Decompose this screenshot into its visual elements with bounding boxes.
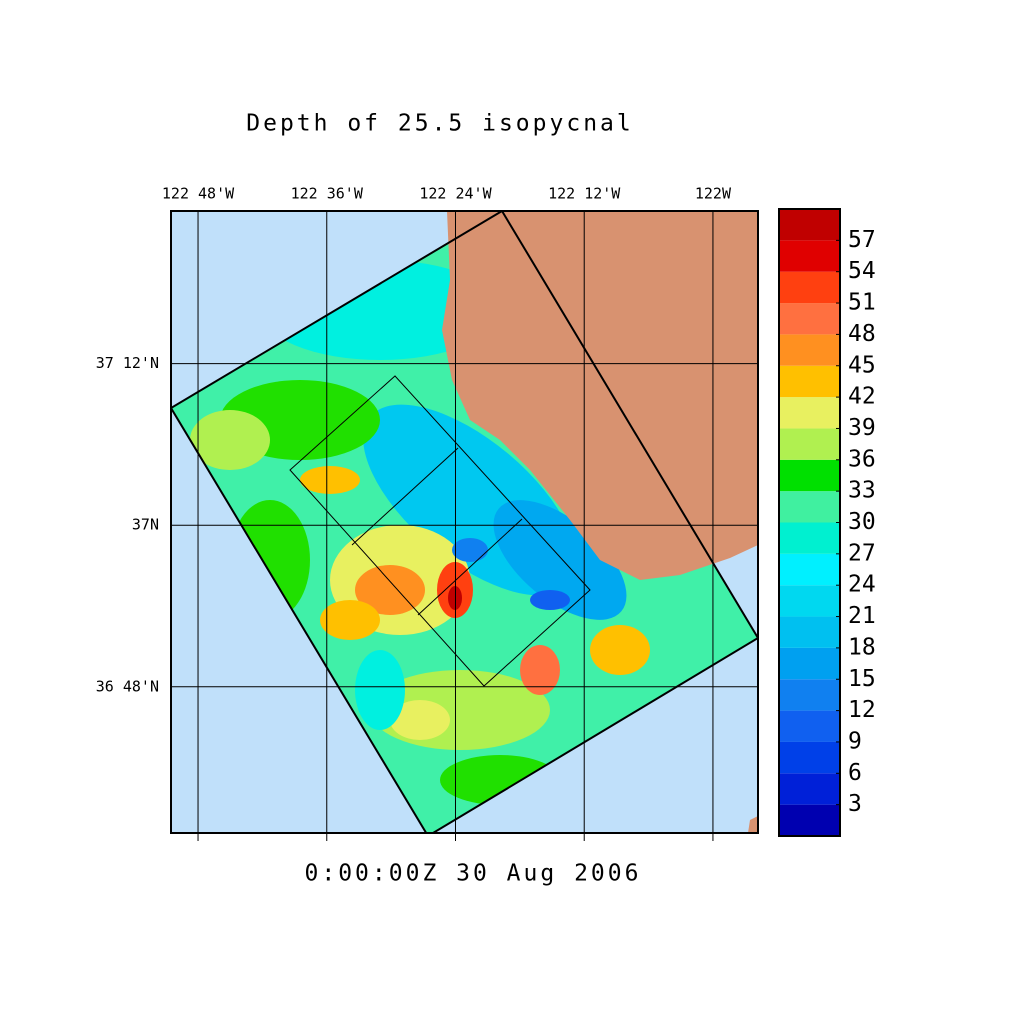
- colorbar-band: [779, 773, 840, 805]
- colorbar-label: 54: [848, 258, 876, 284]
- colorbar-band: [779, 459, 840, 492]
- colorbar-band: [779, 616, 840, 648]
- colorbar-label: 45: [848, 352, 876, 378]
- colorbar-band: [779, 271, 840, 304]
- x-tick-label: 122W: [695, 185, 732, 203]
- colorbar-band: [779, 553, 840, 586]
- colorbar-band: [779, 240, 840, 272]
- colorbar-label: 39: [848, 415, 876, 441]
- colorbar-label: 9: [848, 728, 862, 754]
- time-label: 0:00:00Z 30 Aug 2006: [305, 861, 642, 887]
- colorbar-label: 51: [848, 290, 876, 316]
- colorbar-label: 3: [848, 791, 862, 817]
- colorbar-label: 6: [848, 760, 862, 786]
- map-area: [171, 211, 758, 833]
- colorbar-label: 24: [848, 572, 876, 598]
- land: [748, 816, 758, 833]
- colorbar-label: 27: [848, 540, 876, 566]
- y-tick-label: 36 48'N: [96, 677, 159, 695]
- colorbar-band: [779, 303, 840, 335]
- colorbar-band: [779, 209, 840, 241]
- colorbar-band: [779, 741, 840, 774]
- x-tick-label: 122 36'W: [291, 185, 364, 203]
- colorbar-band: [779, 428, 840, 460]
- x-tick-label: 122 48'W: [162, 185, 235, 203]
- y-tick-label: 37N: [132, 516, 159, 534]
- colorbar-label: 15: [848, 666, 876, 692]
- colorbar-label: 21: [848, 603, 876, 629]
- colorbar-label: 57: [848, 227, 876, 253]
- colorbar-band: [779, 710, 840, 742]
- nested-divider: [351, 447, 459, 546]
- nested-divider: [417, 518, 523, 616]
- colorbar-label: 48: [848, 321, 876, 347]
- colorbar-band: [779, 647, 840, 680]
- colorbar-label: 33: [848, 478, 876, 504]
- y-tick-label: 37 12'N: [96, 354, 159, 372]
- colorbar-label: 12: [848, 697, 876, 723]
- x-tick-label: 122 24'W: [419, 185, 492, 203]
- colorbar-band: [779, 522, 840, 554]
- colorbar-band: [779, 804, 840, 836]
- colorbar-band: [779, 679, 840, 711]
- colorbar-band: [779, 397, 840, 429]
- colorbar-band: [779, 585, 840, 617]
- domain-outline: [171, 211, 758, 833]
- colorbar-band: [779, 491, 840, 523]
- colorbar-band: [779, 334, 840, 366]
- title: Depth of 25.5 isopycnal: [246, 111, 634, 137]
- colorbar-band: [779, 365, 840, 398]
- x-tick-label: 122 12'W: [548, 185, 621, 203]
- land: [442, 211, 758, 580]
- colorbar-label: 42: [848, 384, 876, 410]
- colorbar-label: 18: [848, 634, 876, 660]
- map-frame: [170, 210, 759, 834]
- colorbar-label: 36: [848, 446, 876, 472]
- colorbar-label: 30: [848, 509, 876, 535]
